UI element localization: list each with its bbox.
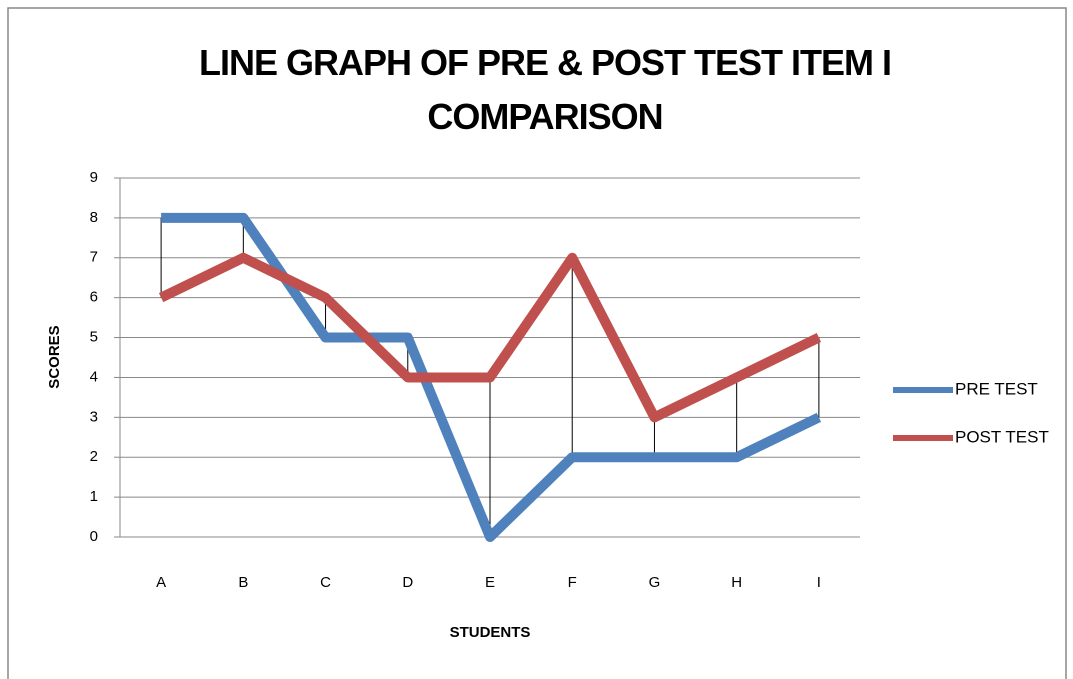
y-tick-label: 1 xyxy=(90,488,98,505)
y-tick-label: 4 xyxy=(90,368,98,385)
x-tick-label: H xyxy=(731,574,742,591)
y-tick-label: 5 xyxy=(90,329,98,346)
x-tick-label: C xyxy=(320,574,331,591)
y-axis-label: SCORES xyxy=(46,325,63,388)
series-line xyxy=(158,252,822,423)
x-tick-label: B xyxy=(238,574,248,591)
legend-label: POST TEST xyxy=(955,427,1049,446)
x-tick-label: A xyxy=(156,574,166,591)
chart-border xyxy=(7,7,1067,679)
chart-title: LINE GRAPH OF PRE & POST TEST ITEM I COM… xyxy=(198,42,892,137)
series-line xyxy=(161,212,822,542)
x-tick-label: D xyxy=(402,574,413,591)
legend-label: PRE TEST xyxy=(955,379,1038,398)
x-tick-label: E xyxy=(485,574,495,591)
y-tick-label: 3 xyxy=(90,408,98,425)
x-tick-label: F xyxy=(568,574,577,591)
y-tick-label: 6 xyxy=(90,289,98,306)
x-axis-label: STUDENTS xyxy=(450,624,531,641)
y-tick-label: 7 xyxy=(90,249,98,266)
x-tick-label: G xyxy=(649,574,661,591)
y-tick-label: 0 xyxy=(90,528,98,545)
y-tick-label: 2 xyxy=(90,448,98,465)
y-tick-label: 8 xyxy=(90,209,98,226)
x-tick-label: I xyxy=(817,574,821,591)
y-tick-label: 9 xyxy=(90,169,98,186)
